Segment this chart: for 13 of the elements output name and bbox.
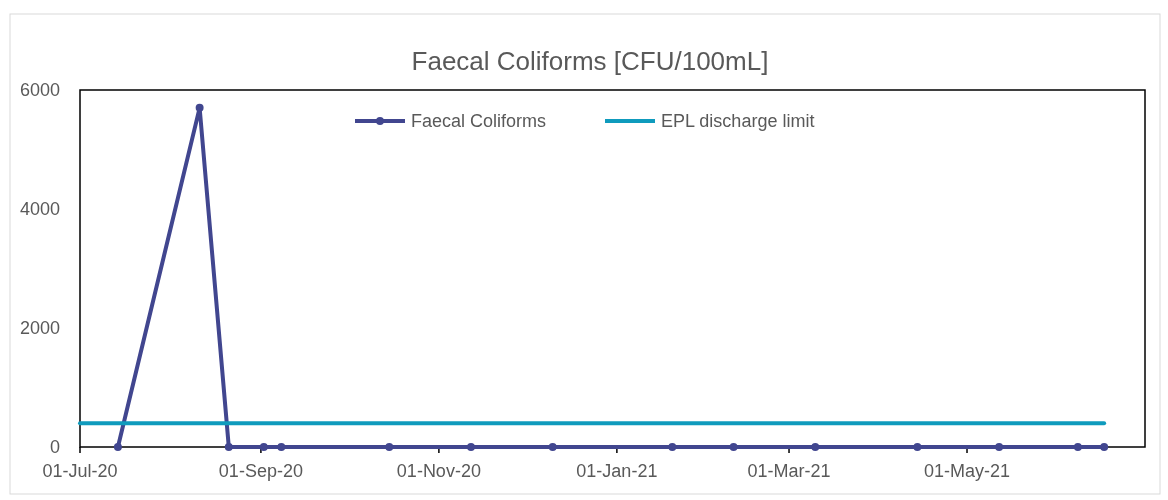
x-tick-label: 01-Mar-21 — [747, 461, 831, 481]
x-tick-label: 01-Nov-20 — [396, 461, 481, 481]
x-tick-label: 01-May-21 — [923, 461, 1011, 481]
y-tick-label: 0 — [49, 437, 60, 458]
y-tick-label: 4000 — [19, 199, 60, 220]
x-tick-label: 01-Jan-21 — [576, 461, 658, 481]
legend-label: Faecal Coliforms — [411, 111, 547, 132]
x-tick-label: 01-Jul-20 — [42, 461, 118, 481]
chart-title: Faecal Coliforms [CFU/100mL] — [411, 46, 769, 76]
y-tick-label: 6000 — [19, 80, 60, 101]
y-tick-label: 2000 — [19, 318, 60, 339]
legend-label: EPL discharge limit — [661, 111, 815, 132]
x-tick-label: 01-Sep-20 — [218, 461, 303, 481]
